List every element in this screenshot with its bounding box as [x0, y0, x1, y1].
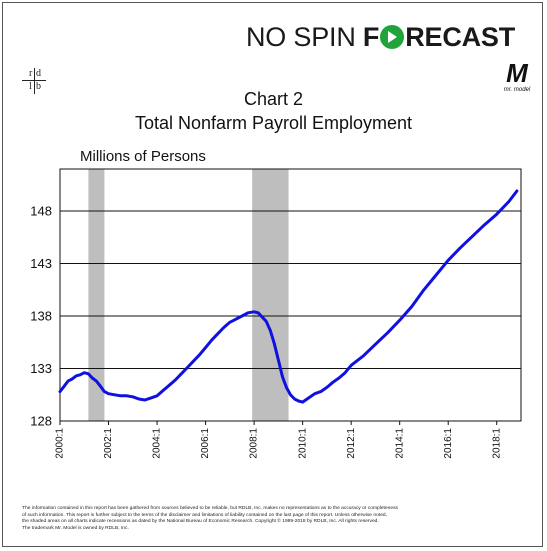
y-tick-label-133: 133: [30, 361, 52, 376]
mr-model-mark: M: [506, 58, 528, 88]
x-tick-label-2012-1: 2012:1: [346, 428, 357, 459]
chart-title: Chart 2: [243, 89, 304, 109]
x-tick-label-2008-1: 2008:1: [249, 428, 260, 459]
brand-part2-b: RECAST: [405, 22, 516, 52]
x-tick-label-2000-1: 2000:1: [55, 428, 66, 459]
logo-letter-b: b: [36, 81, 41, 92]
logo-letter-r: r: [29, 68, 33, 79]
play-circle-icon: [380, 25, 405, 49]
footnote-line-3: the shaded areas on all charts indicate …: [22, 519, 379, 525]
x-tick-label-2010-1: 2010:1: [297, 428, 308, 459]
plot-area: [60, 169, 521, 421]
mr-model-logo: M mr. model: [500, 60, 534, 96]
brand-part2-a: F: [362, 22, 380, 52]
rdlb-logo: r d l b: [18, 68, 48, 98]
logo-letter-d: d: [36, 68, 41, 79]
x-tick-label-2014-1: 2014:1: [394, 428, 405, 459]
payroll-employment-line: [58, 189, 519, 404]
chart-subtitle: Total Nonfarm Payroll Employment: [134, 113, 413, 133]
disclaimer-footnote: The information contained in this report…: [22, 506, 534, 532]
footnote-line-2: of such information. This report is furt…: [22, 512, 387, 518]
x-tick-label-2016-1: 2016:1: [443, 428, 454, 459]
recession-band-2: [252, 169, 289, 421]
recession-band-1: [88, 169, 105, 421]
brand-part1: NO SPIN: [246, 22, 363, 52]
x-tick-label-2006-1: 2006:1: [200, 428, 211, 459]
x-tick-label-2002-1: 2002:1: [103, 428, 114, 459]
y-axis-label: Millions of Persons: [80, 148, 206, 165]
x-tick-label-2018-1: 2018:1: [491, 428, 502, 459]
x-tick-label-2004-1: 2004:1: [152, 428, 163, 459]
brand-wordmark: NO SPIN F RECAST: [246, 22, 538, 58]
y-tick-label-138: 138: [30, 309, 52, 324]
footnote-line-1: The information contained in this report…: [22, 506, 398, 511]
logo-divider-horizontal: [22, 80, 46, 81]
mr-model-sub: mr. model: [503, 87, 531, 93]
y-tick-label-143: 143: [30, 256, 52, 271]
footnote-line-4: The trademark Mr. Model is owned by RDLB…: [22, 525, 129, 531]
y-tick-label-128: 128: [30, 414, 52, 429]
y-tick-label-148: 148: [30, 204, 52, 219]
logo-divider-vertical: [34, 68, 35, 94]
logo-letter-l: l: [29, 81, 32, 92]
plot-border: [59, 168, 522, 422]
